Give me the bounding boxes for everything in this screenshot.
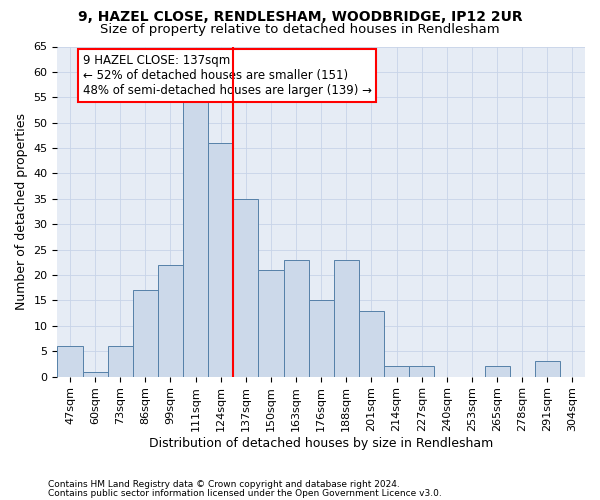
Bar [107, 346, 133, 376]
Bar [535, 362, 560, 376]
Bar [485, 366, 509, 376]
X-axis label: Distribution of detached houses by size in Rendlesham: Distribution of detached houses by size … [149, 437, 493, 450]
Bar [183, 102, 208, 376]
Bar [83, 372, 107, 376]
Y-axis label: Number of detached properties: Number of detached properties [15, 113, 28, 310]
Bar [284, 260, 308, 376]
Bar [334, 260, 359, 376]
Bar [233, 199, 259, 376]
Text: Contains public sector information licensed under the Open Government Licence v3: Contains public sector information licen… [48, 488, 442, 498]
Text: 9, HAZEL CLOSE, RENDLESHAM, WOODBRIDGE, IP12 2UR: 9, HAZEL CLOSE, RENDLESHAM, WOODBRIDGE, … [77, 10, 523, 24]
Bar [133, 290, 158, 376]
Bar [359, 310, 384, 376]
Text: 9 HAZEL CLOSE: 137sqm
← 52% of detached houses are smaller (151)
48% of semi-det: 9 HAZEL CLOSE: 137sqm ← 52% of detached … [83, 54, 371, 97]
Text: Contains HM Land Registry data © Crown copyright and database right 2024.: Contains HM Land Registry data © Crown c… [48, 480, 400, 489]
Bar [308, 300, 334, 376]
Bar [158, 265, 183, 376]
Bar [259, 270, 284, 376]
Bar [409, 366, 434, 376]
Bar [384, 366, 409, 376]
Bar [208, 143, 233, 376]
Bar [58, 346, 83, 376]
Text: Size of property relative to detached houses in Rendlesham: Size of property relative to detached ho… [100, 22, 500, 36]
